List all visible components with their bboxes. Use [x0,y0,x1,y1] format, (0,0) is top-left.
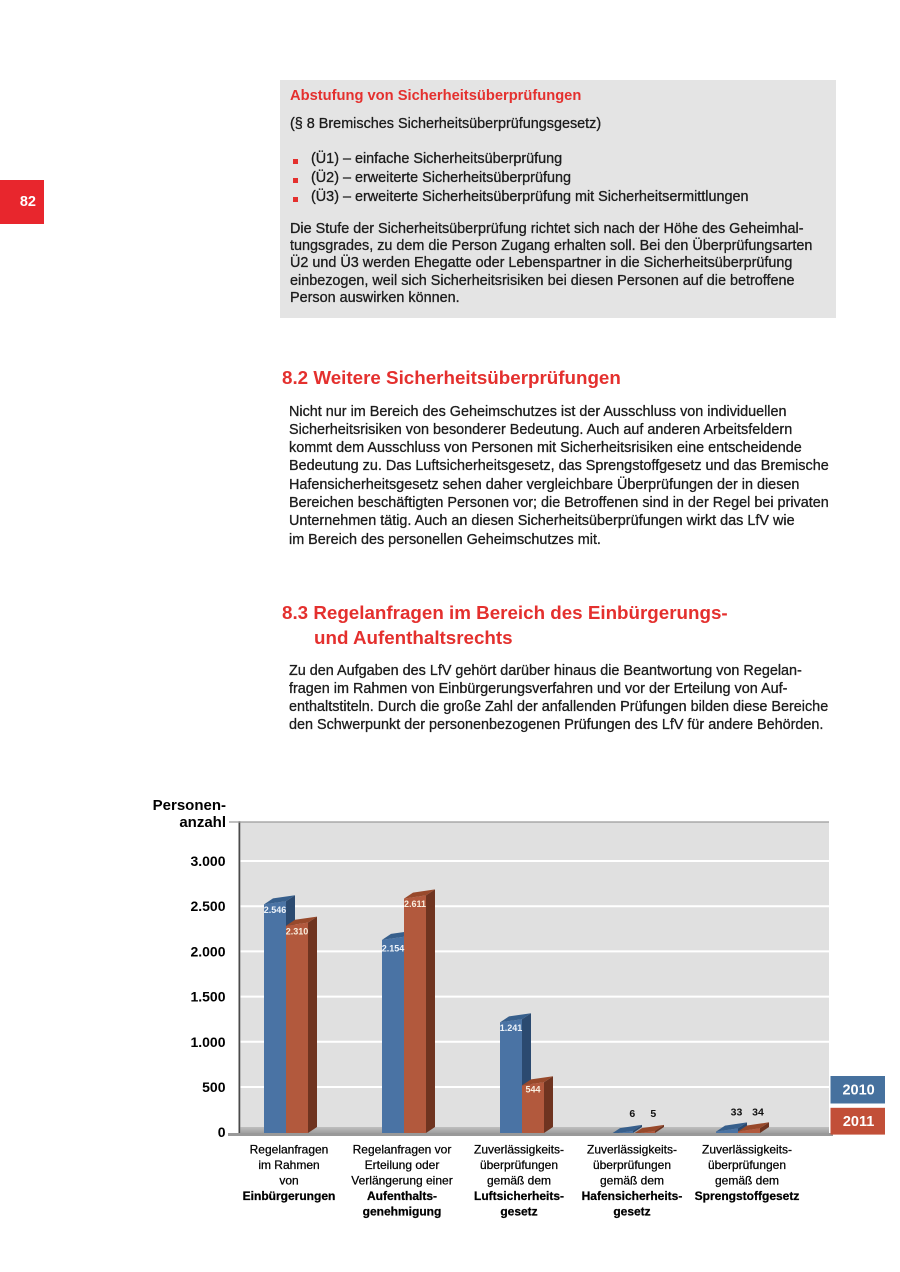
svg-text:2.611: 2.611 [404,899,426,909]
svg-text:2010: 2010 [842,1083,874,1099]
svg-text:Hafensicherheits-: Hafensicherheits- [582,1189,683,1203]
svg-text:Aufenthalts-: Aufenthalts- [367,1189,437,1203]
svg-text:gesetz: gesetz [613,1204,650,1218]
svg-text:Zuverlässigkeits-: Zuverlässigkeits- [702,1142,792,1156]
svg-text:Zuverlässigkeits-: Zuverlässigkeits- [587,1142,677,1156]
svg-text:5: 5 [650,1108,656,1120]
svg-text:1.500: 1.500 [190,989,225,1005]
svg-text:34: 34 [752,1107,764,1119]
svg-text:gesetz: gesetz [500,1204,537,1218]
svg-text:Einbürgerungen: Einbürgerungen [243,1189,336,1203]
svg-text:anzahl: anzahl [179,814,226,831]
svg-text:gemäß dem: gemäß dem [487,1173,551,1187]
svg-text:2011: 2011 [843,1114,874,1130]
svg-text:überprüfungen: überprüfungen [593,1158,671,1172]
svg-text:33: 33 [731,1107,743,1119]
svg-text:gemäß dem: gemäß dem [600,1173,664,1187]
svg-text:Zuverlässigkeits-: Zuverlässigkeits- [474,1142,564,1156]
svg-text:Luftsicherheits-: Luftsicherheits- [474,1189,564,1203]
svg-text:2.500: 2.500 [190,898,225,914]
svg-text:2.310: 2.310 [286,926,309,936]
svg-text:gemäß dem: gemäß dem [715,1173,779,1187]
svg-text:Sprengstoffgesetz: Sprengstoffgesetz [695,1189,800,1203]
svg-text:Regelanfragen: Regelanfragen [250,1142,329,1156]
svg-text:3.000: 3.000 [190,853,225,869]
svg-text:6: 6 [629,1108,635,1120]
svg-text:von: von [279,1173,298,1187]
svg-text:1.241: 1.241 [500,1023,523,1033]
svg-text:Personen-: Personen- [153,797,226,814]
svg-text:überprüfungen: überprüfungen [480,1158,558,1172]
svg-text:2.154: 2.154 [382,943,405,953]
svg-text:Verlängerung einer: Verlängerung einer [351,1173,452,1187]
svg-text:1.000: 1.000 [190,1034,225,1050]
svg-text:544: 544 [525,1084,540,1094]
svg-text:2.000: 2.000 [190,943,225,959]
svg-text:Erteilung oder: Erteilung oder [365,1158,440,1172]
svg-text:Regelanfragen vor: Regelanfragen vor [353,1142,452,1156]
svg-text:0: 0 [218,1124,226,1140]
svg-text:überprüfungen: überprüfungen [708,1158,786,1172]
svg-text:500: 500 [202,1079,226,1095]
svg-text:2.546: 2.546 [264,905,287,915]
svg-text:im Rahmen: im Rahmen [258,1158,319,1172]
svg-text:genehmigung: genehmigung [363,1204,442,1218]
